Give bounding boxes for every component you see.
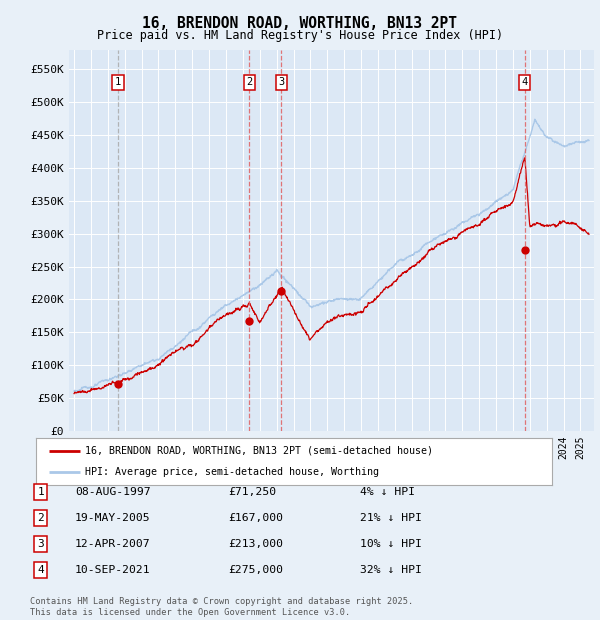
Text: 32% ↓ HPI: 32% ↓ HPI <box>360 565 422 575</box>
Text: £275,000: £275,000 <box>228 565 283 575</box>
Text: 4% ↓ HPI: 4% ↓ HPI <box>360 487 415 497</box>
Text: 19-MAY-2005: 19-MAY-2005 <box>75 513 151 523</box>
Text: 21% ↓ HPI: 21% ↓ HPI <box>360 513 422 523</box>
Text: 08-AUG-1997: 08-AUG-1997 <box>75 487 151 497</box>
Text: 16, BRENDON ROAD, WORTHING, BN13 2PT (semi-detached house): 16, BRENDON ROAD, WORTHING, BN13 2PT (se… <box>85 446 433 456</box>
Text: 10-SEP-2021: 10-SEP-2021 <box>75 565 151 575</box>
Text: 2: 2 <box>37 513 44 523</box>
Text: 2: 2 <box>246 78 253 87</box>
Text: £71,250: £71,250 <box>228 487 276 497</box>
Text: Price paid vs. HM Land Registry's House Price Index (HPI): Price paid vs. HM Land Registry's House … <box>97 29 503 42</box>
Text: 16, BRENDON ROAD, WORTHING, BN13 2PT: 16, BRENDON ROAD, WORTHING, BN13 2PT <box>143 16 458 31</box>
Text: 4: 4 <box>521 78 528 87</box>
Text: 4: 4 <box>37 565 44 575</box>
Text: £167,000: £167,000 <box>228 513 283 523</box>
Text: 3: 3 <box>37 539 44 549</box>
Text: £213,000: £213,000 <box>228 539 283 549</box>
Text: 12-APR-2007: 12-APR-2007 <box>75 539 151 549</box>
Text: 1: 1 <box>37 487 44 497</box>
Text: 3: 3 <box>278 78 284 87</box>
Text: Contains HM Land Registry data © Crown copyright and database right 2025.
This d: Contains HM Land Registry data © Crown c… <box>30 598 413 617</box>
Text: HPI: Average price, semi-detached house, Worthing: HPI: Average price, semi-detached house,… <box>85 467 379 477</box>
Text: 10% ↓ HPI: 10% ↓ HPI <box>360 539 422 549</box>
Text: 1: 1 <box>115 78 121 87</box>
